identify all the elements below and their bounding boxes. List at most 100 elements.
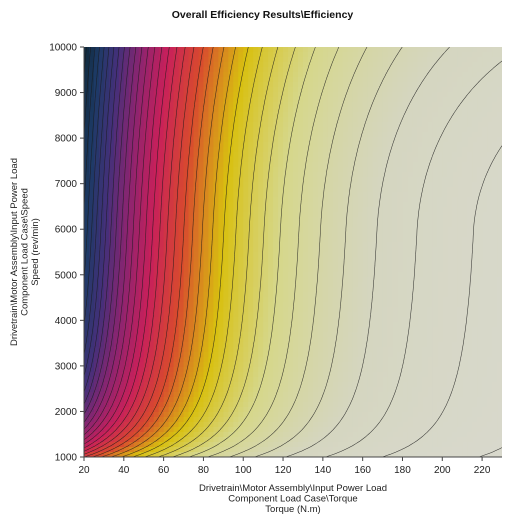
heatmap-cell	[317, 107, 324, 113]
heatmap-cell	[342, 297, 349, 303]
heatmap-cell	[462, 147, 468, 153]
heatmap-cell	[93, 152, 100, 158]
heatmap-cell	[278, 132, 284, 138]
heatmap-cell	[158, 142, 165, 148]
heatmap-cell	[228, 262, 234, 268]
heatmap-cell	[457, 207, 463, 213]
heatmap-cell	[362, 167, 369, 173]
heatmap-cell	[462, 337, 468, 343]
heatmap-cell	[218, 67, 224, 73]
heatmap-cell	[93, 337, 100, 343]
heatmap-cell	[332, 222, 339, 228]
heatmap-cell	[278, 292, 284, 298]
heatmap-cell	[168, 337, 175, 343]
heatmap-cell	[268, 92, 274, 98]
heatmap-cell	[382, 147, 389, 153]
heatmap-cell	[342, 132, 349, 138]
heatmap-cell	[397, 77, 404, 83]
heatmap-cell	[93, 142, 100, 148]
heatmap-cell	[238, 197, 244, 203]
heatmap-cell	[143, 147, 150, 153]
heatmap-cell	[402, 112, 409, 118]
heatmap-cell	[183, 242, 190, 248]
heatmap-cell	[307, 112, 314, 118]
heatmap-cell	[133, 322, 140, 328]
heatmap-cell	[128, 72, 135, 78]
heatmap-cell	[417, 247, 423, 253]
heatmap-cell	[487, 322, 493, 328]
heatmap-cell	[193, 277, 200, 283]
heatmap-cell	[332, 92, 339, 98]
heatmap-cell	[342, 282, 349, 288]
heatmap-cell	[497, 102, 502, 108]
heatmap-cell	[437, 282, 443, 288]
heatmap-cell	[253, 87, 259, 93]
heatmap-cell	[402, 262, 409, 268]
heatmap-cell	[312, 107, 319, 113]
heatmap-cell	[248, 177, 254, 183]
heatmap-cell	[228, 267, 234, 273]
heatmap-cell	[392, 267, 399, 273]
heatmap-cell	[123, 332, 130, 338]
heatmap-cell	[297, 117, 304, 123]
heatmap-cell	[258, 132, 264, 138]
heatmap-cell	[437, 202, 443, 208]
heatmap-cell	[422, 162, 428, 168]
heatmap-cell	[273, 242, 279, 248]
heatmap-cell	[88, 87, 95, 93]
heatmap-cell	[432, 117, 438, 123]
heatmap-cell	[278, 172, 284, 178]
heatmap-cell	[248, 82, 254, 88]
heatmap-cell	[347, 262, 354, 268]
heatmap-cell	[183, 302, 190, 308]
heatmap-cell	[492, 67, 498, 73]
heatmap-cell	[347, 137, 354, 143]
heatmap-cell	[322, 272, 329, 278]
heatmap-cell	[407, 262, 414, 268]
heatmap-cell	[437, 122, 443, 128]
heatmap-cell	[347, 277, 354, 283]
heatmap-cell	[193, 262, 200, 268]
heatmap-cell	[178, 57, 185, 63]
heatmap-cell	[432, 107, 438, 113]
heatmap-cell	[258, 127, 264, 133]
heatmap-cell	[143, 172, 150, 178]
heatmap-cell	[103, 152, 110, 158]
heatmap-cell	[133, 117, 140, 123]
heatmap-cell	[452, 107, 458, 113]
heatmap-cell	[168, 197, 175, 203]
heatmap-cell	[98, 272, 105, 278]
heatmap-cell	[108, 82, 115, 88]
heatmap-cell	[372, 92, 379, 98]
heatmap-cell	[228, 57, 234, 63]
heatmap-cell	[387, 142, 394, 148]
heatmap-cell	[332, 147, 339, 153]
heatmap-cell	[178, 192, 185, 198]
heatmap-cell	[173, 147, 180, 153]
heatmap-cell	[377, 117, 384, 123]
heatmap-cell	[118, 162, 125, 168]
heatmap-cell	[233, 342, 239, 348]
heatmap-cell	[153, 212, 160, 218]
heatmap-cell	[233, 292, 239, 298]
heatmap-cell	[263, 247, 269, 253]
heatmap-cell	[437, 267, 443, 273]
heatmap-cell	[288, 207, 294, 213]
heatmap-cell	[84, 67, 90, 73]
heatmap-cell	[253, 277, 259, 283]
heatmap-cell	[442, 77, 448, 83]
heatmap-cell	[93, 312, 100, 318]
heatmap-cell	[387, 217, 394, 223]
heatmap-cell	[198, 287, 205, 293]
heatmap-cell	[213, 97, 219, 103]
heatmap-cell	[153, 47, 160, 53]
heatmap-cell	[248, 57, 254, 63]
heatmap-cell	[442, 227, 448, 233]
heatmap-cell	[327, 242, 334, 248]
heatmap-cell	[367, 147, 374, 153]
heatmap-cell	[427, 257, 433, 263]
heatmap-cell	[337, 332, 344, 338]
heatmap-cell	[347, 177, 354, 183]
heatmap-cell	[367, 107, 374, 113]
heatmap-cell	[258, 152, 264, 158]
